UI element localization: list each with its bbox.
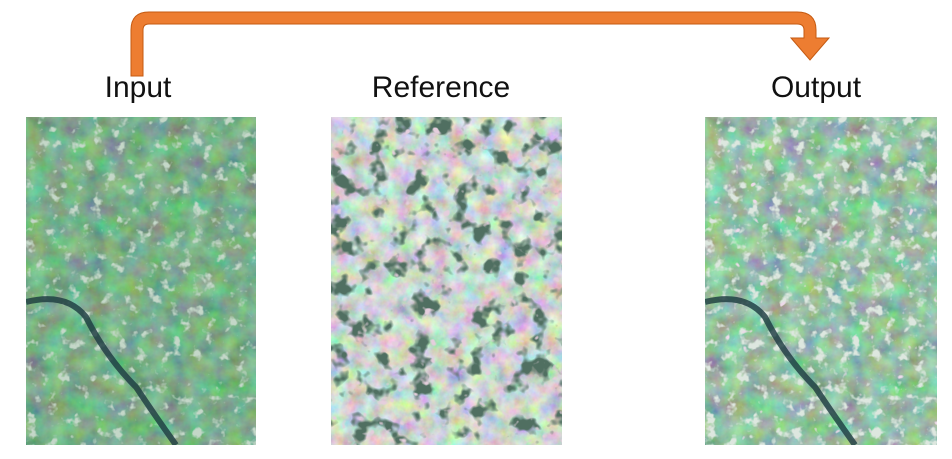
flow-arrow-body [130, 11, 831, 77]
flow-arrow [130, 11, 831, 77]
output-label: Output [770, 71, 862, 104]
reference-satellite-image [331, 117, 562, 445]
input-satellite-image [26, 117, 256, 445]
output-satellite-image [705, 117, 937, 445]
input-label: Input [104, 71, 172, 104]
reference-label: Reference [371, 71, 511, 104]
